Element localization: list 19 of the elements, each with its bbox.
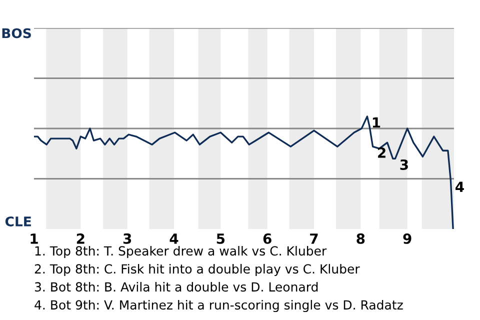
text: BOS	[2, 28, 31, 38]
x-tick-label: 8	[356, 233, 365, 244]
x-tick-label: 2	[76, 233, 84, 244]
x-tick-label: 5	[216, 234, 225, 244]
text: 4. Bot 9th: V. Martinez hit a run-scoring single vs D. Radatz	[34, 300, 403, 312]
text: CLE	[5, 216, 31, 226]
x-tick-label: 6	[263, 233, 272, 244]
annotation: 1	[372, 117, 380, 128]
annotation: 2	[378, 147, 386, 158]
annotation: 3	[400, 159, 408, 170]
x-tick-label: 4	[170, 234, 178, 244]
text: 1. Top 8th: T. Speaker drew a walk vs C. Kluber	[35, 246, 327, 258]
text: 3. Bot 8th: B. Avila hit a double vs D. Leonard	[34, 282, 318, 292]
x-tick-label: 3	[123, 233, 132, 244]
x-tick-label: 1	[30, 234, 38, 244]
x-tick-label: 7	[310, 234, 318, 244]
annotation: 4	[456, 182, 464, 192]
x-tick-label: 9	[403, 233, 412, 244]
text: 2. Top 8th: C. Fisk hit into a double play vs C. Kluber	[34, 264, 360, 276]
